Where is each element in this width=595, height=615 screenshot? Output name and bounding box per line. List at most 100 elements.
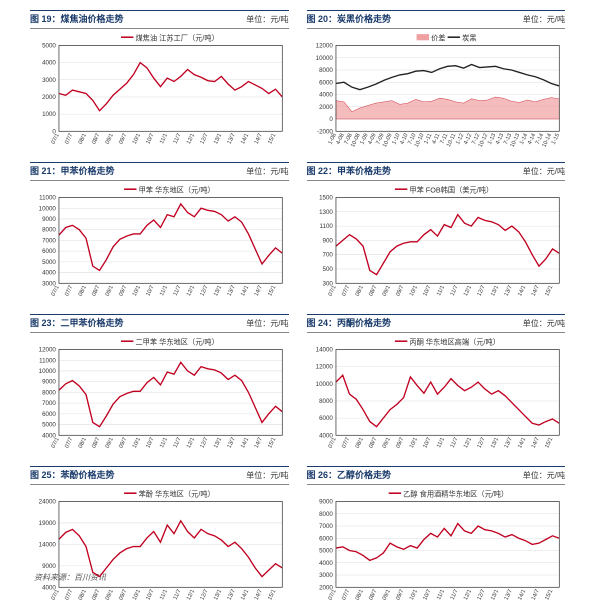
svg-text:1-15: 1-15 xyxy=(550,133,560,146)
chart-header: 图 19：煤焦油价格走势单位：元/吨 xyxy=(30,10,289,29)
chart-title: 图 19：煤焦油价格走势 xyxy=(30,13,124,25)
svg-text:07/7: 07/7 xyxy=(64,133,74,146)
svg-text:12/1: 12/1 xyxy=(186,437,196,450)
svg-text:15/1: 15/1 xyxy=(267,437,277,450)
svg-text:12/1: 12/1 xyxy=(186,588,196,601)
svg-text:10/1: 10/1 xyxy=(408,588,418,601)
svg-text:08/7: 08/7 xyxy=(91,437,101,450)
svg-text:价差: 价差 xyxy=(431,33,445,42)
svg-text:14/7: 14/7 xyxy=(254,285,264,298)
svg-text:1100: 1100 xyxy=(319,223,333,230)
svg-text:08/7: 08/7 xyxy=(91,588,101,601)
svg-text:08/7: 08/7 xyxy=(91,133,101,146)
report-page: 图 19：煤焦油价格走势单位：元/吨010002000300040005000煤… xyxy=(0,0,595,615)
svg-text:15/1: 15/1 xyxy=(544,285,554,298)
svg-text:14/7: 14/7 xyxy=(530,588,540,601)
svg-text:07/7: 07/7 xyxy=(341,588,351,601)
svg-text:08/7: 08/7 xyxy=(368,437,378,450)
svg-text:13/7: 13/7 xyxy=(503,588,513,601)
svg-text:12/7: 12/7 xyxy=(476,285,486,298)
svg-text:4000: 4000 xyxy=(319,560,333,567)
svg-text:15/1: 15/1 xyxy=(544,588,554,601)
svg-text:08/1: 08/1 xyxy=(78,588,88,601)
svg-text:1500: 1500 xyxy=(319,194,333,201)
svg-text:11/7: 11/7 xyxy=(173,285,183,297)
svg-text:12000: 12000 xyxy=(315,364,333,371)
svg-text:08/1: 08/1 xyxy=(354,588,364,601)
chart-title: 图 26：乙醇价格走势 xyxy=(307,469,392,481)
svg-text:10/7: 10/7 xyxy=(145,588,155,601)
chart-plot: 40009000140001900024000苯酚 华东地区（元/吨）07/10… xyxy=(30,485,289,606)
svg-text:12/7: 12/7 xyxy=(200,588,210,601)
svg-text:11/1: 11/1 xyxy=(436,588,446,600)
svg-text:07/7: 07/7 xyxy=(341,285,351,298)
svg-text:09/1: 09/1 xyxy=(105,285,115,298)
svg-text:11/7: 11/7 xyxy=(173,133,183,145)
svg-text:09/7: 09/7 xyxy=(395,437,405,450)
svg-text:15/1: 15/1 xyxy=(267,285,277,298)
svg-text:2000: 2000 xyxy=(319,104,333,111)
svg-text:13/1: 13/1 xyxy=(490,285,500,298)
chart-panel-c23: 图 23：二甲苯价格走势单位：元/吨4000500060007000800090… xyxy=(30,314,289,454)
chart-unit: 单位：元/吨 xyxy=(246,470,288,482)
svg-text:700: 700 xyxy=(322,252,333,259)
svg-text:09/1: 09/1 xyxy=(381,285,391,298)
chart-header: 图 25：苯酚价格走势 单位：元/吨 xyxy=(30,466,289,485)
chart-header: 图 21：甲苯价格走势单位：元/吨 xyxy=(30,162,289,181)
svg-text:3000: 3000 xyxy=(319,572,333,579)
svg-text:09/1: 09/1 xyxy=(381,437,391,450)
svg-text:6000: 6000 xyxy=(42,248,56,255)
svg-text:12/7: 12/7 xyxy=(476,588,486,601)
svg-text:14/1: 14/1 xyxy=(240,437,250,450)
svg-text:7000: 7000 xyxy=(42,400,56,407)
chart-title: 图 24：丙酮价格走势 xyxy=(307,317,392,329)
svg-text:14000: 14000 xyxy=(315,346,333,353)
svg-text:14000: 14000 xyxy=(39,541,57,548)
svg-text:14/7: 14/7 xyxy=(530,437,540,450)
svg-text:13/1: 13/1 xyxy=(213,133,223,146)
svg-text:13/1: 13/1 xyxy=(213,588,223,601)
chart-unit: 单位：元/吨 xyxy=(523,14,565,26)
chart-plot: 010002000300040005000煤焦油 江苏工厂（元/吨）07/107… xyxy=(30,29,289,150)
svg-text:9000: 9000 xyxy=(42,563,56,570)
svg-text:15/1: 15/1 xyxy=(544,437,554,450)
svg-text:11/7: 11/7 xyxy=(173,588,183,600)
chart-plot: 30004000500060007000800090001000011000甲苯… xyxy=(30,181,289,302)
svg-text:09/1: 09/1 xyxy=(105,437,115,450)
svg-text:15/1: 15/1 xyxy=(267,133,277,146)
svg-text:15/1: 15/1 xyxy=(267,588,277,601)
svg-text:09/7: 09/7 xyxy=(118,133,128,146)
svg-text:4000: 4000 xyxy=(42,270,56,277)
svg-text:9000: 9000 xyxy=(42,216,56,223)
svg-text:11000: 11000 xyxy=(39,357,56,364)
svg-text:10/7: 10/7 xyxy=(145,285,155,298)
svg-text:1300: 1300 xyxy=(319,209,333,216)
svg-text:6000: 6000 xyxy=(319,79,333,86)
svg-text:5000: 5000 xyxy=(42,43,56,50)
svg-text:8000: 8000 xyxy=(319,67,333,74)
svg-text:09/7: 09/7 xyxy=(395,588,405,601)
svg-text:4000: 4000 xyxy=(319,92,333,99)
chart-unit: 单位：元/吨 xyxy=(246,318,288,330)
svg-text:12/1: 12/1 xyxy=(463,285,473,298)
svg-text:24000: 24000 xyxy=(39,498,57,505)
svg-text:11/1: 11/1 xyxy=(159,437,169,449)
svg-text:08/1: 08/1 xyxy=(354,437,364,450)
svg-text:09/1: 09/1 xyxy=(105,133,115,146)
svg-text:14/7: 14/7 xyxy=(254,133,264,146)
svg-text:900: 900 xyxy=(322,237,333,244)
svg-text:11/1: 11/1 xyxy=(159,588,169,600)
svg-text:13/1: 13/1 xyxy=(490,588,500,601)
svg-text:10/1: 10/1 xyxy=(408,437,418,450)
svg-text:9000: 9000 xyxy=(42,379,56,386)
svg-text:12000: 12000 xyxy=(39,346,57,353)
svg-text:6000: 6000 xyxy=(319,535,333,542)
svg-text:500: 500 xyxy=(322,266,333,273)
svg-text:14/1: 14/1 xyxy=(240,133,250,146)
svg-text:08/7: 08/7 xyxy=(368,285,378,298)
svg-text:5000: 5000 xyxy=(42,259,56,266)
chart-title: 图 25：苯酚价格走势 xyxy=(30,469,115,481)
svg-text:10/1: 10/1 xyxy=(132,437,142,450)
svg-text:08/1: 08/1 xyxy=(78,285,88,298)
svg-text:5000: 5000 xyxy=(319,547,333,554)
